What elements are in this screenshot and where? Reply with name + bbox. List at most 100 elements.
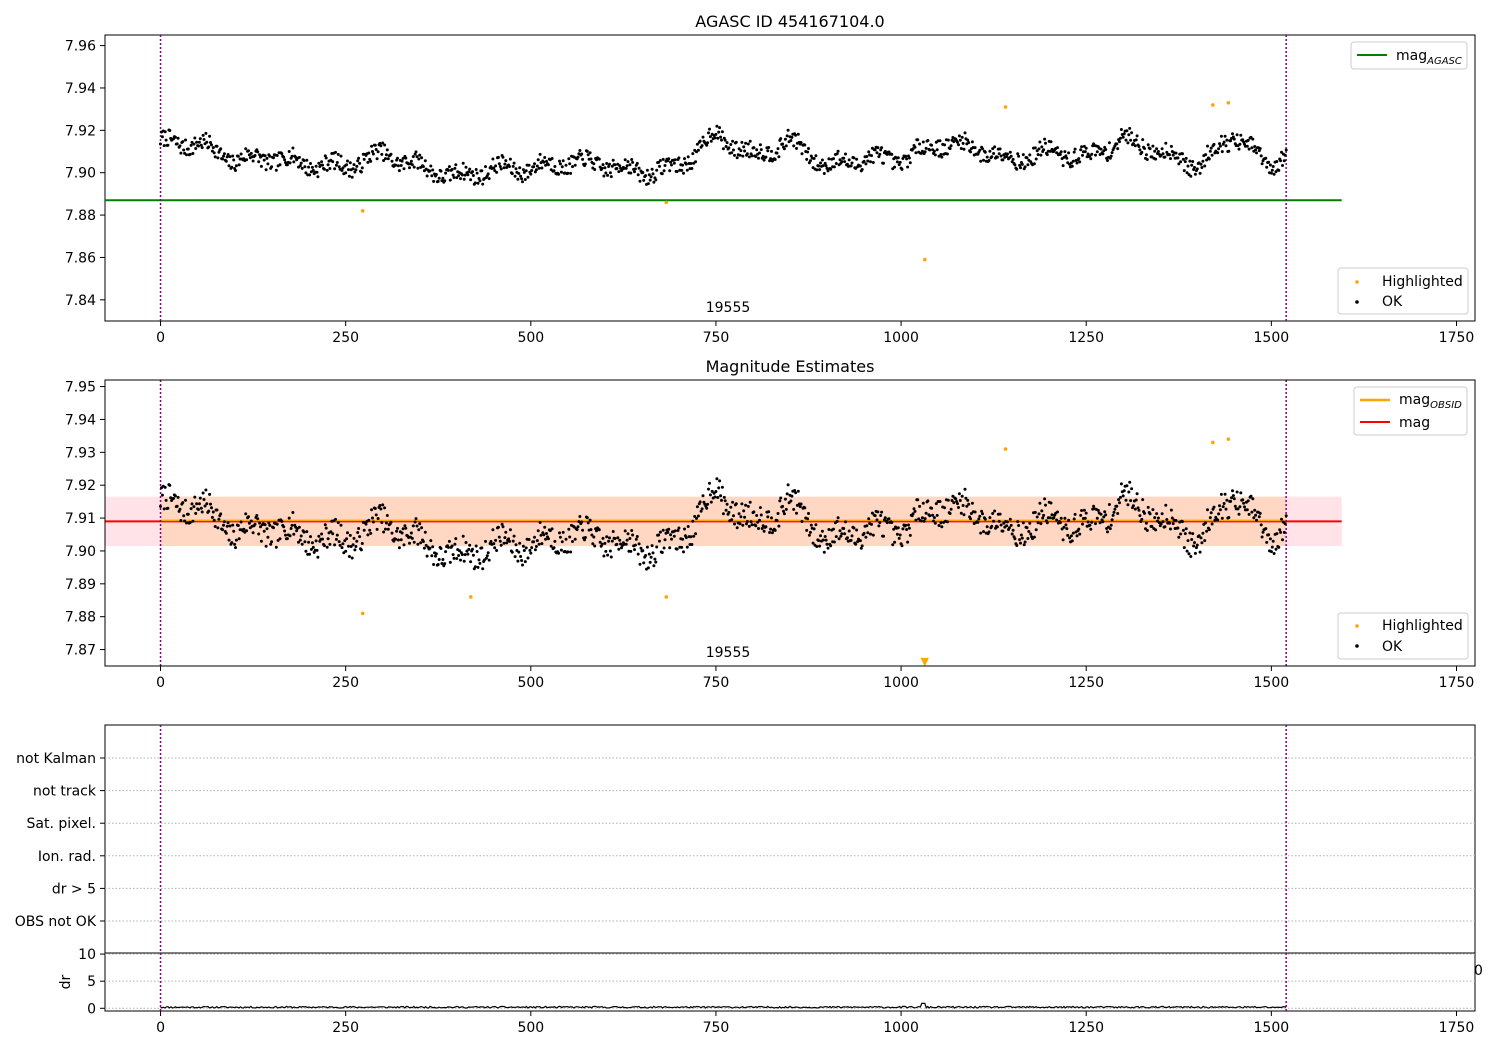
ok-point <box>759 148 763 152</box>
ok-point <box>591 542 595 546</box>
ok-point <box>172 496 175 500</box>
ok-point <box>245 529 249 533</box>
ok-point <box>1145 158 1149 161</box>
ok-point <box>186 512 190 516</box>
ok-point <box>1168 521 1171 525</box>
ok-point <box>907 156 911 160</box>
ok-point <box>647 173 651 177</box>
ok-point <box>708 127 711 131</box>
ok-point <box>1133 144 1137 148</box>
ok-point <box>181 140 185 144</box>
ok-point <box>1125 129 1129 133</box>
ok-point <box>893 165 897 169</box>
ok-point <box>199 143 203 147</box>
ok-point <box>413 520 417 524</box>
ok-point <box>875 518 879 522</box>
ok-point <box>564 537 568 541</box>
ok-point <box>707 131 710 135</box>
ok-point <box>1115 142 1119 146</box>
ok-point <box>207 145 211 149</box>
ok-point <box>1066 533 1070 537</box>
y-tick-label: 7.91 <box>65 511 96 527</box>
flag-label: Ion. rad. <box>38 849 96 865</box>
ok-point <box>1264 527 1268 531</box>
ok-point <box>197 508 200 511</box>
panel1-obsid-annotation: 19555 <box>706 300 751 316</box>
ok-point <box>677 526 681 530</box>
ok-point <box>370 508 374 512</box>
ok-point <box>1201 531 1205 535</box>
ok-point <box>378 504 382 507</box>
ok-point <box>957 143 960 147</box>
ok-point <box>865 524 869 528</box>
ok-point <box>1153 516 1157 520</box>
ok-point <box>1069 161 1073 165</box>
ok-point <box>795 511 798 515</box>
ok-point <box>957 492 961 496</box>
ok-point <box>908 161 912 165</box>
ok-point <box>684 162 688 166</box>
ok-point <box>513 555 517 559</box>
ok-point <box>303 540 307 544</box>
ok-point <box>428 169 432 173</box>
ok-point <box>1122 489 1126 493</box>
ok-point <box>540 166 544 170</box>
ok-point <box>1220 150 1224 154</box>
ok-point <box>498 539 502 543</box>
ok-point <box>1036 153 1040 157</box>
ok-point <box>328 167 332 170</box>
ok-point <box>198 137 202 141</box>
ok-point <box>210 506 213 510</box>
ok-point <box>1254 148 1258 152</box>
ok-point <box>998 147 1002 151</box>
ok-point <box>175 142 179 146</box>
ok-point <box>1241 498 1245 502</box>
ok-point <box>1216 151 1220 155</box>
ok-point <box>491 157 495 161</box>
ok-point <box>412 165 416 169</box>
ok-point <box>1238 505 1242 509</box>
ok-point <box>786 483 790 487</box>
ok-point <box>347 544 350 548</box>
ok-point <box>375 157 379 161</box>
ok-point <box>698 139 702 143</box>
ok-point <box>1064 523 1068 527</box>
ok-point <box>175 504 179 508</box>
ok-point <box>535 539 539 543</box>
ok-point <box>228 524 232 528</box>
ok-point <box>1045 521 1049 525</box>
ok-point <box>374 148 378 151</box>
ok-point <box>362 528 366 532</box>
ok-point <box>690 167 694 170</box>
ok-point <box>1183 532 1187 536</box>
ok-point <box>1058 521 1062 525</box>
ok-point <box>685 545 689 549</box>
ok-point <box>1280 517 1283 521</box>
ok-point <box>335 161 339 164</box>
ok-point <box>374 513 378 517</box>
ok-point <box>448 178 452 182</box>
ok-point <box>670 163 673 167</box>
ok-point <box>645 168 649 172</box>
ok-point <box>356 531 360 534</box>
ok-point <box>717 130 721 134</box>
ok-point <box>205 502 209 506</box>
ok-point <box>1156 150 1160 153</box>
ok-point <box>729 505 733 509</box>
ok-point <box>1193 172 1197 176</box>
ok-point <box>700 144 704 148</box>
ok-point <box>537 542 541 546</box>
ok-point <box>1103 510 1107 514</box>
ok-point <box>667 527 671 531</box>
ok-point <box>767 146 771 149</box>
ok-point <box>628 537 632 540</box>
ok-point <box>1250 146 1254 150</box>
ok-point <box>216 526 220 530</box>
ok-point <box>1015 544 1019 547</box>
x-tick-label: 0 <box>156 675 165 691</box>
ok-point <box>322 167 326 171</box>
ok-point <box>633 170 636 174</box>
ok-point <box>399 538 403 542</box>
ok-point <box>513 174 517 178</box>
